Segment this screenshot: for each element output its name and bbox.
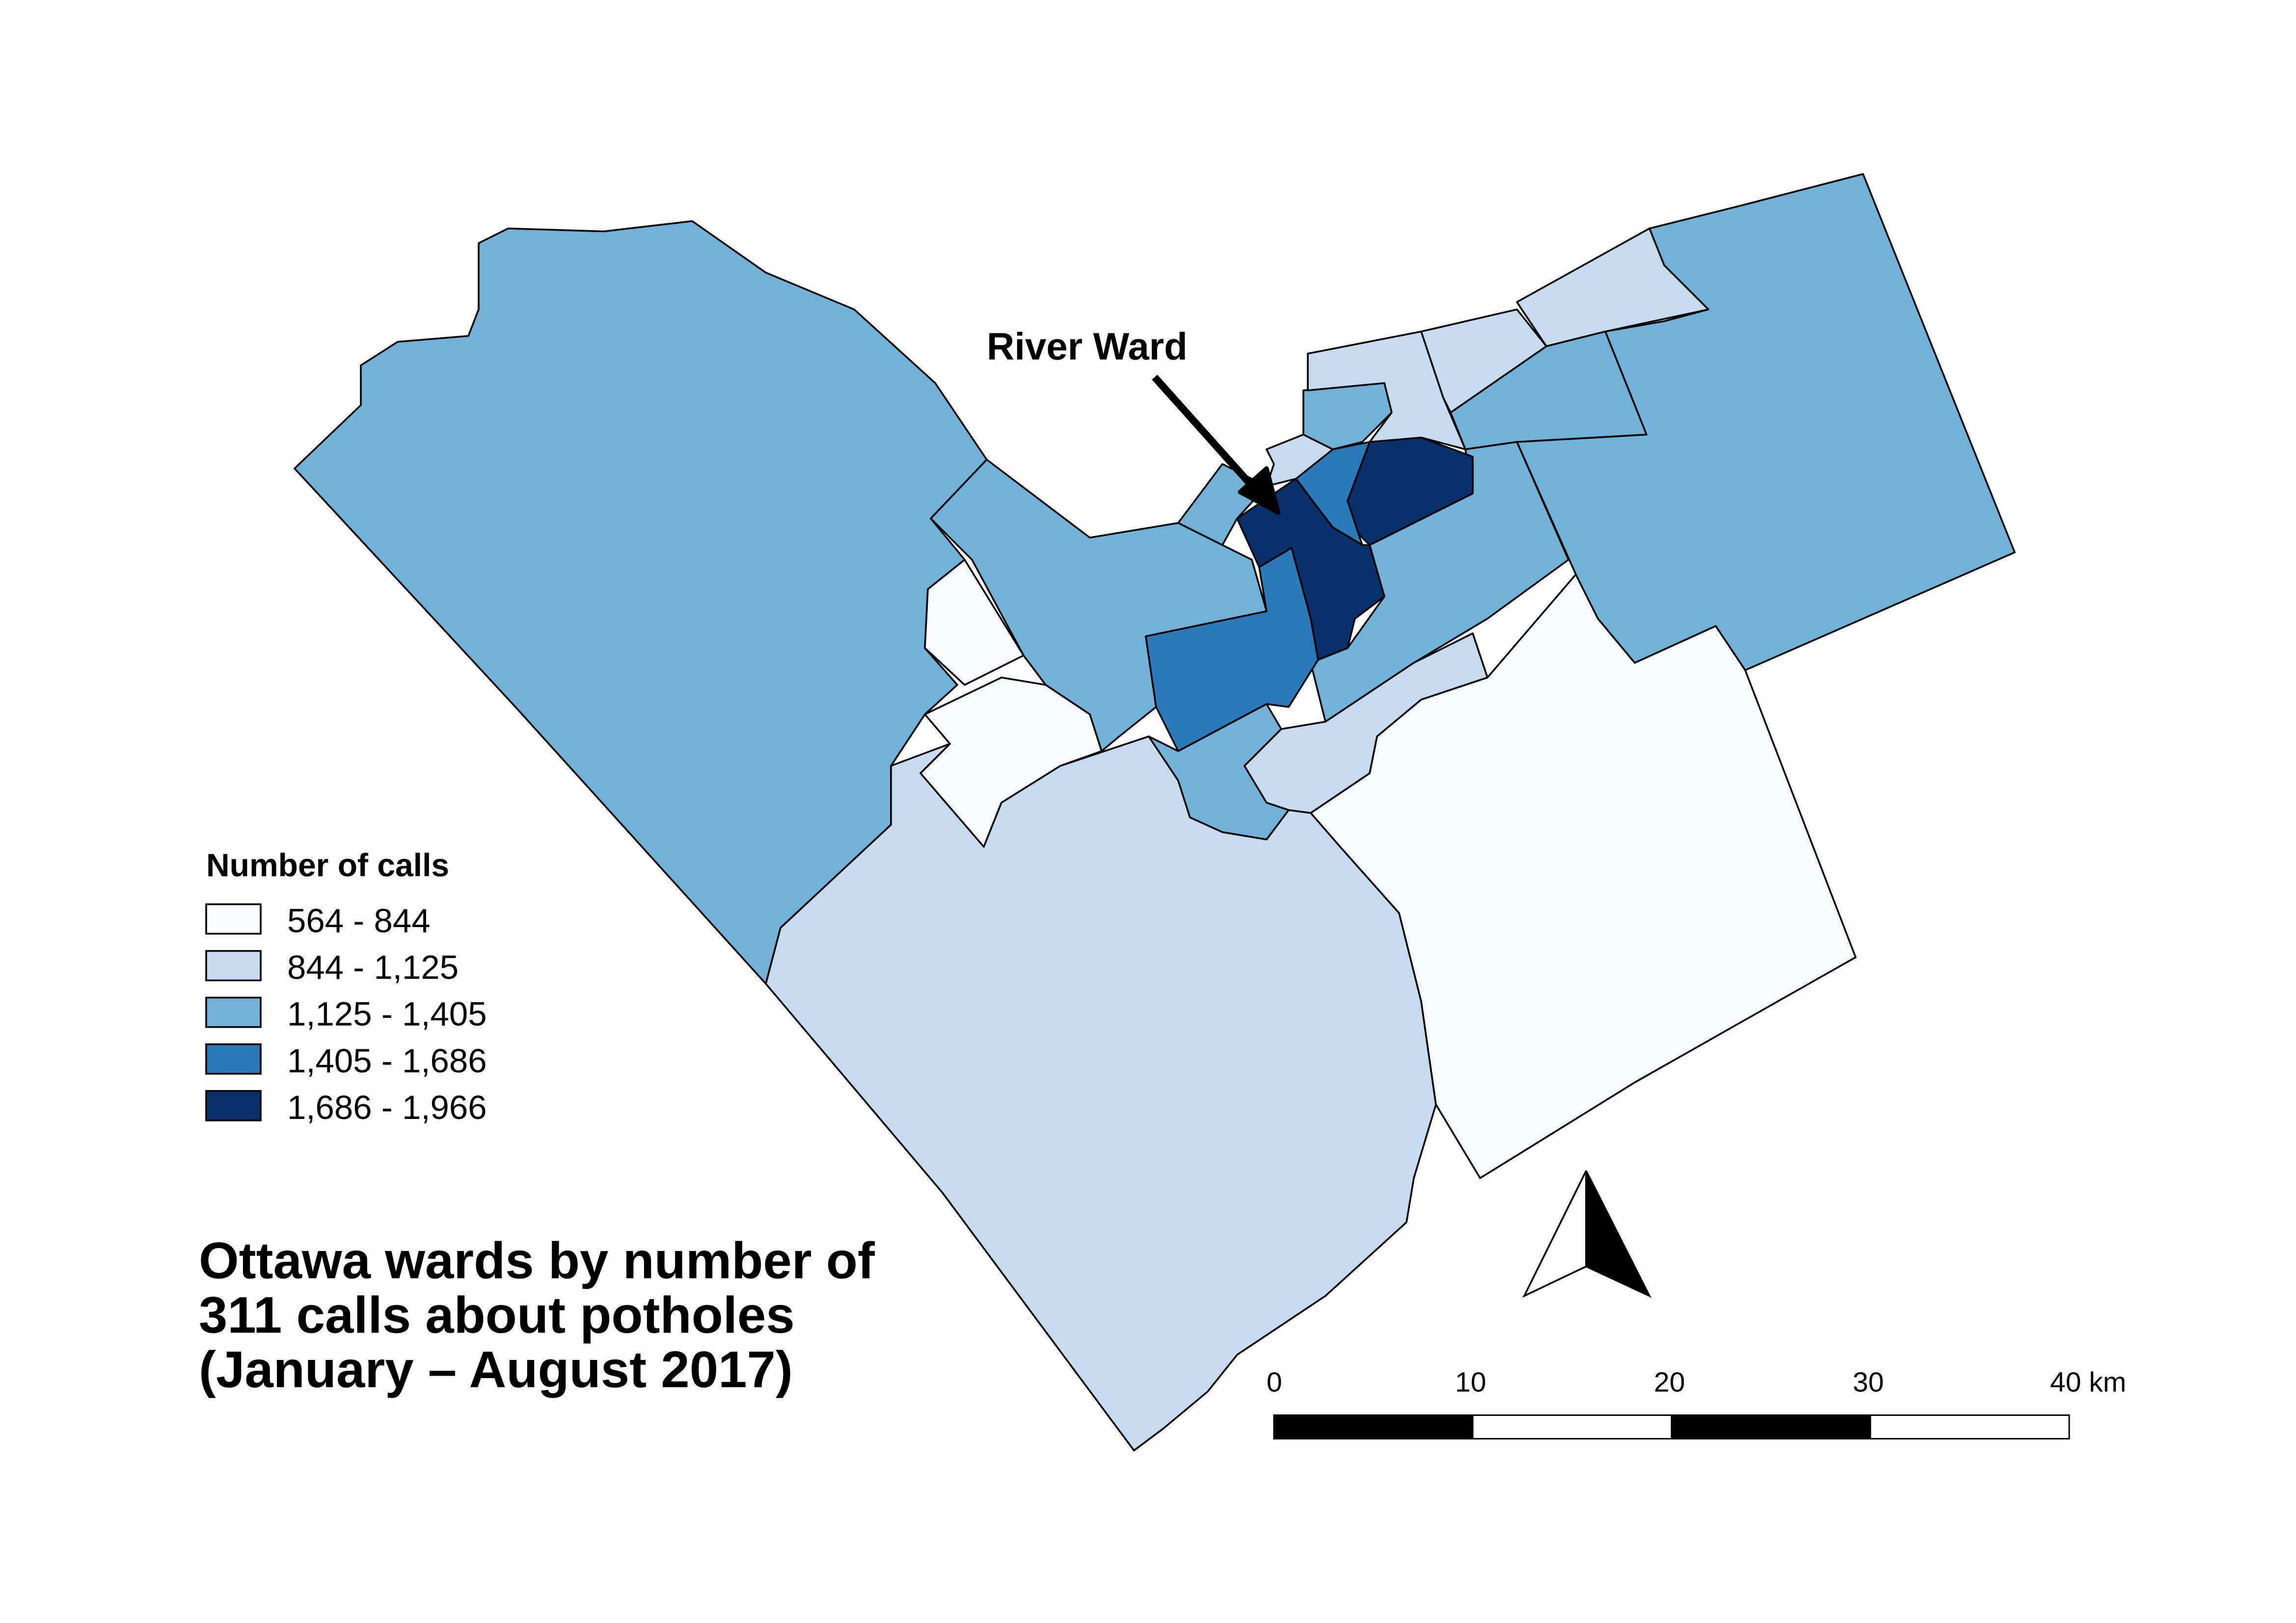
legend-label: 1,686 - 1,966	[287, 1089, 487, 1126]
callout: River Ward	[987, 325, 1281, 515]
callout-label: River Ward	[987, 325, 1188, 368]
legend-swatch	[205, 1043, 262, 1075]
legend-swatch	[205, 903, 262, 935]
legend-swatch	[205, 996, 262, 1028]
scale-segment	[1869, 1414, 2070, 1439]
map-title: Ottawa wards by number of 311 calls abou…	[199, 1232, 875, 1399]
arrow-head-icon	[1238, 466, 1281, 515]
legend-label: 844 - 1,125	[287, 949, 459, 986]
scale-segment	[1273, 1414, 1474, 1439]
scale-tick-20: 20	[1654, 1367, 1685, 1398]
ward-kanata-south-a	[924, 559, 1025, 686]
callout-arrow-line	[1152, 374, 1258, 492]
legend-title: Number of calls	[206, 847, 449, 883]
legend-swatch	[205, 950, 262, 982]
scale-tick-40: 40 km	[2050, 1367, 2126, 1398]
legend: Number of calls 564 - 844 844 - 1,125 1,12…	[205, 847, 487, 1126]
title-line-1: Ottawa wards by number of	[199, 1232, 875, 1290]
legend-label: 1,405 - 1,686	[287, 1042, 487, 1080]
legend-swatch	[205, 1090, 262, 1121]
legend-label: 564 - 844	[287, 902, 431, 940]
ward-beacon-hill	[1420, 308, 1547, 414]
scale-tick-10: 10	[1455, 1367, 1486, 1398]
scale-bar: 0 10 20 30 40 km	[1267, 1367, 2126, 1439]
legend-label: 1,125 - 1,405	[287, 995, 487, 1033]
scale-tick-0: 0	[1267, 1367, 1282, 1398]
scale-tick-30: 30	[1853, 1367, 1884, 1398]
scale-segment	[1472, 1414, 1673, 1439]
ward-gloucester-south	[1243, 632, 1488, 814]
wards	[294, 173, 2016, 1452]
ward-bay	[1177, 463, 1268, 546]
ward-east-rural	[1516, 173, 2016, 671]
scale-segment	[1671, 1414, 1871, 1439]
north-arrow-icon	[1522, 1170, 1651, 1298]
ward-knoxdale	[1145, 547, 1319, 752]
title-line-3: (January – August 2017)	[199, 1341, 793, 1399]
title-line-2: 311 calls about potholes	[199, 1287, 795, 1344]
